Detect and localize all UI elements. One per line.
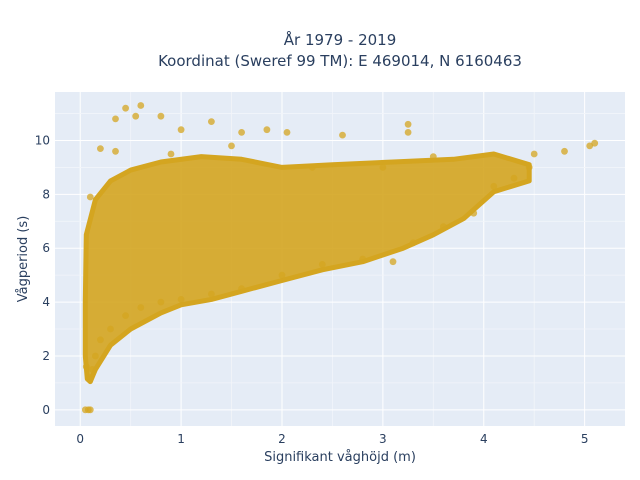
data-point — [208, 118, 215, 125]
point-cloud — [82, 151, 532, 385]
x-tick-label: 5 — [581, 432, 589, 446]
data-point — [157, 112, 165, 120]
data-point — [238, 129, 246, 136]
data-point — [88, 366, 96, 373]
y-tick-label: 8 — [42, 187, 50, 201]
data-point — [586, 142, 594, 150]
data-point — [82, 363, 90, 371]
data-point — [132, 112, 140, 120]
data-point — [86, 193, 94, 201]
data-point — [339, 131, 346, 139]
y-tick-label: 6 — [42, 241, 50, 255]
data-point — [318, 261, 326, 268]
chart-title-line1: År 1979 - 2019 — [284, 30, 397, 49]
y-tick-label: 2 — [42, 349, 50, 363]
data-point — [404, 120, 412, 128]
data-point — [177, 296, 185, 303]
data-point — [470, 209, 478, 217]
x-tick-label: 4 — [480, 432, 488, 446]
data-point — [157, 298, 165, 306]
data-point — [490, 182, 498, 190]
tick-labels: 0 1 2 3 4 5 0 2 4 6 8 10 — [35, 133, 589, 446]
data-point — [228, 142, 235, 150]
data-points — [81, 102, 599, 414]
data-point — [359, 255, 367, 263]
data-point — [92, 352, 99, 360]
data-point — [177, 126, 185, 134]
data-point — [97, 336, 104, 344]
dense-point-cloud — [82, 151, 532, 385]
data-point — [86, 374, 94, 381]
data-point — [561, 147, 568, 155]
data-point — [530, 150, 538, 158]
data-point — [122, 104, 129, 112]
data-point — [112, 147, 119, 155]
x-tick-label: 0 — [76, 432, 84, 446]
data-point — [409, 239, 417, 247]
data-point — [97, 145, 104, 153]
data-point — [112, 115, 119, 123]
y-tick-label: 0 — [42, 403, 50, 417]
data-point — [137, 102, 145, 109]
x-axis-title: Signifikant våghöjd (m) — [264, 450, 416, 465]
data-point — [283, 129, 291, 136]
data-point — [308, 164, 316, 171]
data-point — [440, 223, 447, 231]
x-tick-label: 2 — [278, 432, 286, 446]
data-point — [107, 325, 114, 333]
data-point — [263, 126, 271, 134]
data-point — [208, 290, 215, 298]
data-point — [137, 304, 145, 311]
data-point — [122, 312, 129, 319]
chart-title-line2: Koordinat (Sweref 99 TM): E 469014, N 61… — [158, 52, 522, 70]
data-point — [379, 164, 387, 171]
data-point — [238, 285, 246, 292]
y-axis-title: Vågperiod (s) — [16, 216, 31, 303]
y-tick-label: 4 — [42, 295, 50, 309]
data-point — [389, 258, 397, 266]
x-tick-label: 3 — [379, 432, 387, 446]
data-point — [404, 129, 412, 136]
x-tick-label: 1 — [177, 432, 185, 446]
y-tick-label: 10 — [35, 133, 50, 147]
data-point — [510, 174, 518, 182]
grid-lines — [55, 92, 625, 426]
data-point — [86, 406, 94, 414]
data-point — [525, 164, 533, 171]
data-point — [167, 150, 175, 158]
data-point — [278, 271, 286, 279]
data-point — [591, 139, 599, 147]
data-point — [429, 153, 437, 161]
